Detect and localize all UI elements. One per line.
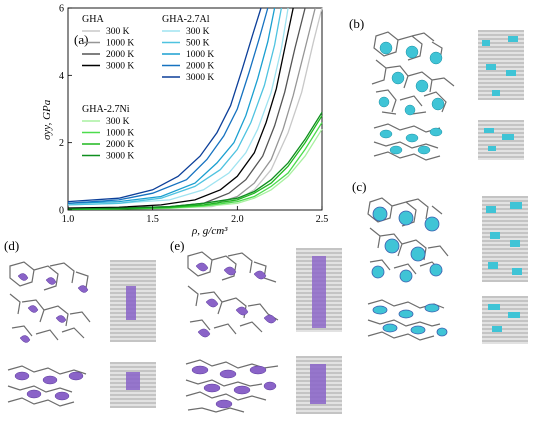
panel-b: (b): [349, 16, 524, 161]
legend-entry-label: 1000 K: [106, 129, 134, 139]
y-tick-label: 0: [59, 206, 64, 217]
legend-entry-label: 2000 K: [186, 62, 214, 72]
panel-label-d: (d): [4, 238, 19, 253]
panel-label-e: (e): [170, 238, 184, 253]
panel-e-network-top: [187, 251, 279, 338]
series-line-3: [67, 7, 294, 209]
panel-b-network-top: [371, 31, 455, 116]
legend-entry-label: 500 K: [186, 39, 210, 49]
y-tick-label: 2: [59, 138, 64, 149]
series-line-4: [67, 7, 289, 206]
panel-d-network-top: [9, 261, 91, 343]
panel-c-network-bottom: [367, 299, 448, 341]
legend-entry-label: 3000 K: [106, 62, 134, 72]
panel-e-slab-bottom: [296, 356, 342, 414]
panel-b-network-bottom: [373, 123, 443, 161]
panel-d: (d): [4, 238, 156, 408]
legend-entry-label: 300 K: [106, 117, 130, 127]
y-tick-label: 4: [59, 71, 64, 82]
x-tick-label: 2.5: [316, 214, 329, 225]
legend-entry-label: 300 K: [106, 27, 130, 37]
panel-b-slab-top: [478, 30, 524, 100]
panel-d-network-bottom: [7, 365, 87, 407]
legend-group-title: GHA-2.7Al: [162, 14, 210, 25]
panel-e-slab-top: [296, 248, 342, 332]
panel-d-slab-bottom: [110, 362, 156, 408]
x-tick-label: 2.0: [231, 214, 244, 225]
panel-label-a: (a): [74, 32, 88, 47]
series-line-5: [67, 7, 283, 206]
series-line-8: [67, 7, 262, 203]
panel-e-network-bottom: [185, 359, 279, 413]
series-line-6: [67, 7, 276, 204]
panel-d-slab-top: [110, 260, 156, 342]
legend-entry-label: 300 K: [186, 27, 210, 37]
series-line-7: [67, 7, 269, 204]
panel-c-slab-bottom: [482, 296, 528, 344]
panel-b-slab-bottom: [478, 120, 524, 160]
legend-entry-label: 1000 K: [106, 39, 134, 49]
legend-entry-label: 3000 K: [186, 73, 214, 83]
x-tick-label: 1.0: [62, 214, 75, 225]
panel-c-slab-top: [482, 196, 528, 282]
x-tick-label: 1.5: [146, 214, 159, 225]
legend-entry-label: 2000 K: [106, 140, 134, 150]
legend-group-title: GHA-2.7Ni: [82, 104, 130, 115]
x-axis-label: ρ, g/cm³: [191, 225, 228, 237]
panel-c-network-top: [367, 197, 449, 283]
y-tick-label: 6: [59, 4, 64, 15]
panel-label-b: (b): [349, 16, 364, 31]
panel-e: (e): [170, 238, 342, 414]
legend-entry-label: 1000 K: [186, 50, 214, 60]
legend-entry-label: 2000 K: [106, 50, 134, 60]
tick-layer: 1.0 1.5 2.0 2.5 0 2 4 6: [59, 4, 328, 226]
series-layer: [67, 7, 323, 210]
legend-group-title: GHA: [82, 14, 104, 25]
plot-frame: [67, 7, 323, 211]
y-axis-label: σyy, GPa: [41, 99, 53, 140]
panel-label-c: (c): [352, 179, 366, 194]
series-line-12: [67, 112, 323, 210]
panel-c: (c): [352, 179, 528, 344]
legend-entry-label: 3000 K: [106, 152, 134, 162]
panel-a-chart: 1.0 1.5 2.0 2.5 0 2 4 6 (a) ρ, g/cm³ σyy, GPa G…: [41, 4, 328, 238]
